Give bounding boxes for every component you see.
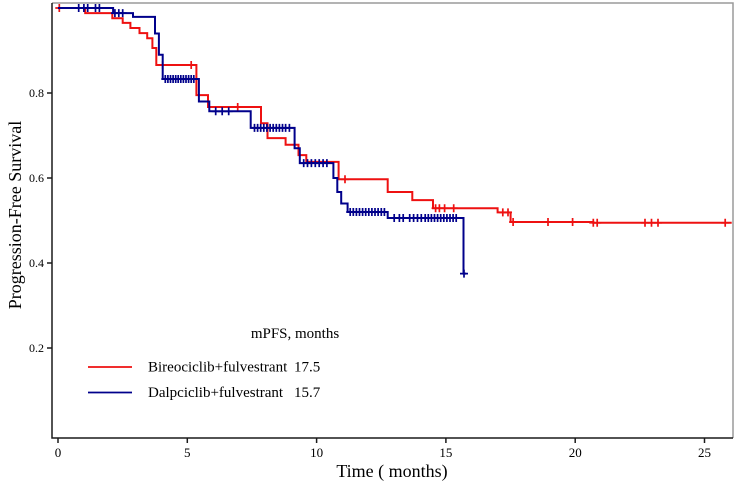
- axes-layer: 0 5 10 15 20 25 0.2 0.4 0.6 0.8: [29, 2, 734, 460]
- series-layer: [55, 4, 732, 278]
- y-tick-label: 0.2: [29, 341, 44, 355]
- censor-plus-mark: [568, 218, 577, 226]
- censor-marks-dalpciclib-fulvestrant: [74, 4, 468, 278]
- legend-label-dalpciclib: Dalpciclib+fulvestrant: [148, 385, 284, 401]
- x-tick-label: 5: [184, 445, 191, 460]
- censor-plus-mark: [654, 218, 662, 227]
- legend-label-bireociclib: Bireociclib+fulvestrant: [148, 360, 288, 376]
- legend-item-dalpciclib: Dalpciclib+fulvestrant 15.7: [88, 385, 321, 401]
- censor-plus-mark: [322, 159, 331, 168]
- legend-value-bireociclib-mpfs: 17.5: [294, 360, 320, 376]
- censor-plus-mark: [449, 204, 458, 213]
- censor-plus-mark: [509, 218, 518, 226]
- censor-plus-mark: [721, 218, 730, 227]
- legend-item-bireociclib: Bireociclib+fulvestrant 17.5: [88, 360, 320, 376]
- censor-plus-mark: [380, 208, 389, 216]
- censor-plus-mark: [440, 204, 449, 213]
- y-tick-label: 0.4: [29, 256, 44, 270]
- plot-box-top-right-border: [52, 2, 734, 438]
- censor-plus-mark: [233, 103, 242, 111]
- legend-header: mPFS, months: [251, 326, 340, 342]
- legend: mPFS, months Bireociclib+fulvestrant 17.…: [88, 326, 339, 401]
- y-tick-label: 0.8: [29, 86, 44, 100]
- censor-plus-mark: [118, 9, 127, 18]
- x-tick-label: 20: [569, 445, 582, 460]
- x-tick-label: 15: [439, 445, 452, 460]
- x-axis-title: Time ( months): [336, 461, 447, 482]
- x-tick-label: 0: [55, 445, 62, 460]
- y-tick-label: 0.6: [29, 171, 44, 185]
- axis-lines: [51, 3, 733, 439]
- series-line-dalpciclib-fulvestrant: [58, 7, 467, 275]
- censor-plus-mark: [460, 269, 468, 278]
- x-tick-label: 10: [310, 445, 323, 460]
- censor-plus-mark: [341, 175, 349, 184]
- censor-plus-mark: [504, 208, 512, 217]
- censor-marks-bireociclib-fulvestrant: [55, 4, 730, 227]
- censor-plus-mark: [593, 218, 602, 227]
- legend-value-dalpciclib-mpfs: 15.7: [294, 385, 321, 401]
- censor-plus-mark: [189, 75, 198, 83]
- censor-plus-mark: [95, 4, 104, 12]
- x-tick-label: 25: [698, 445, 711, 460]
- censor-plus-mark: [285, 123, 294, 132]
- censor-plus-mark: [224, 107, 233, 116]
- censor-plus-mark: [452, 214, 461, 222]
- censor-plus-mark: [544, 218, 552, 226]
- series-line-bireociclib-fulvestrant: [58, 7, 732, 224]
- censor-plus-mark: [83, 4, 92, 12]
- censor-plus-mark: [187, 61, 196, 69]
- y-axis-title: Progression-Free Survival: [5, 121, 25, 309]
